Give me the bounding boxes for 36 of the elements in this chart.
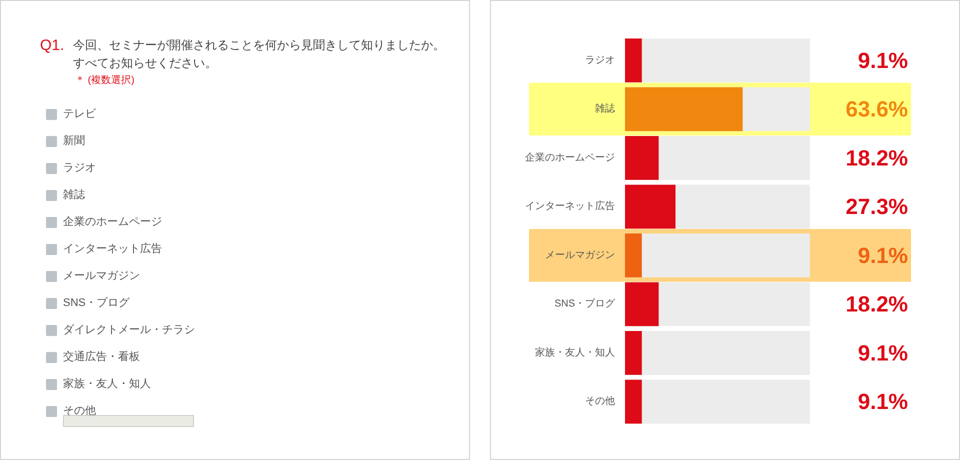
category-label: 家族・友人・知人 xyxy=(63,377,151,391)
text: ＊ (複数選択) xyxy=(75,74,134,87)
y-tick-label: その他 xyxy=(585,395,615,408)
bar xyxy=(625,282,659,326)
data-label: 63.6% xyxy=(846,96,908,122)
bar xyxy=(625,330,642,375)
text: Q1. xyxy=(40,37,64,55)
category-label: メールマガジン xyxy=(63,269,140,283)
bar xyxy=(625,38,642,82)
category-label: SNS・ブログ xyxy=(63,296,130,310)
data-label: 9.1% xyxy=(858,389,908,414)
y-tick-label: 企業のホームページ xyxy=(525,151,615,164)
category-label: 新聞 xyxy=(63,134,85,148)
y-tick-label: 雑誌 xyxy=(595,102,615,115)
data-label: 9.1% xyxy=(858,340,908,366)
category-label: テレビ xyxy=(63,107,96,121)
y-tick-label: メールマガジン xyxy=(545,250,615,261)
y-tick-label: SNS・ブログ xyxy=(554,298,616,310)
category-label: ラジオ xyxy=(63,161,96,175)
category-label: インターネット広告 xyxy=(63,242,162,256)
y-tick-label: 家族・友人・知人 xyxy=(535,346,615,358)
data-label: 9.1% xyxy=(858,48,908,73)
y-tick-label: ラジオ xyxy=(585,54,615,66)
bar xyxy=(625,233,642,278)
bar xyxy=(625,380,642,424)
data-label: 27.3% xyxy=(846,194,908,220)
text: 今回、セミナーが開催されることを何から見聞きして知りましたか。すべてお知らせください。 xyxy=(73,37,446,72)
data-label: 18.2% xyxy=(846,292,908,317)
category-label: 交通広告・看板 xyxy=(63,350,140,364)
y-tick-label: インターネット広告 xyxy=(525,200,615,212)
data-label: 18.2% xyxy=(846,145,908,170)
bar xyxy=(625,136,659,180)
data-label: 9.1% xyxy=(858,242,908,268)
category-label: 企業のホームページ xyxy=(63,215,162,229)
category-label: 雑誌 xyxy=(63,188,85,202)
category-label: ダイレクトメール・チラシ xyxy=(63,323,195,337)
